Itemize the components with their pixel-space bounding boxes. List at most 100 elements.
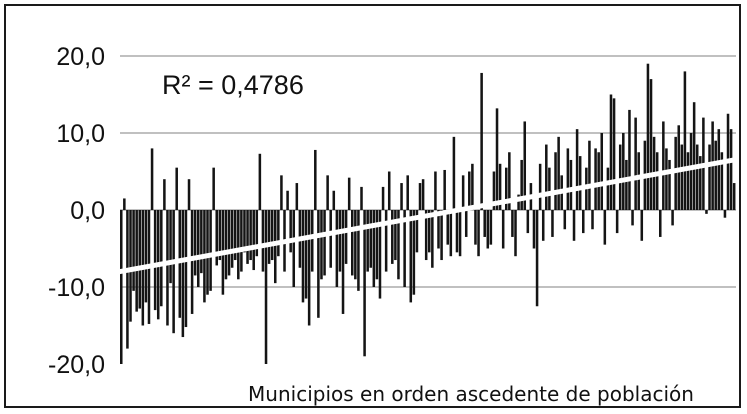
bar: [483, 210, 486, 237]
bar: [575, 129, 579, 210]
bar: [622, 133, 625, 210]
bar: [428, 210, 431, 253]
bar: [612, 98, 616, 210]
bar: [511, 210, 514, 237]
bar: [144, 210, 148, 303]
bar: [301, 210, 305, 303]
y-tick-label: 0,0: [70, 197, 105, 225]
bar: [514, 210, 517, 257]
y-tick-label: 10,0: [56, 120, 105, 148]
bar: [267, 210, 271, 264]
bar: [369, 210, 373, 268]
bar: [394, 210, 397, 261]
bar: [468, 171, 471, 210]
bar: [138, 210, 142, 309]
bar: [434, 171, 437, 210]
bar: [569, 159, 573, 210]
bar: [535, 210, 539, 307]
bar: [120, 210, 123, 364]
bar: [649, 79, 653, 210]
bar: [406, 175, 409, 210]
bar: [384, 210, 388, 272]
bar: [572, 210, 576, 241]
bar: [409, 210, 413, 303]
bar: [190, 210, 194, 314]
bar: [695, 144, 699, 210]
bar: [723, 210, 727, 218]
bar: [175, 167, 178, 210]
bar: [659, 210, 662, 237]
bar: [375, 210, 379, 280]
bar: [686, 152, 690, 210]
y-tick-label: -10,0: [48, 274, 105, 302]
bar: [323, 210, 326, 276]
bar: [646, 63, 650, 211]
bar: [606, 167, 610, 210]
bar: [347, 177, 351, 210]
bar: [243, 210, 246, 253]
bar: [609, 94, 613, 210]
bar: [618, 144, 622, 210]
bar: [508, 152, 511, 210]
bar: [523, 121, 527, 210]
bar: [233, 210, 237, 261]
bar: [304, 210, 308, 299]
bar: [129, 210, 132, 322]
bar: [412, 210, 416, 295]
bar: [591, 210, 594, 230]
bar: [197, 210, 200, 287]
bar: [172, 210, 175, 334]
r-squared-annotation: R² = 0,4786: [162, 70, 304, 100]
bar: [249, 210, 252, 261]
bar: [449, 210, 453, 257]
bar: [683, 71, 687, 211]
bar: [280, 175, 283, 210]
bar: [354, 210, 357, 280]
bar: [218, 210, 222, 261]
bar: [372, 210, 376, 287]
bar: [437, 210, 440, 249]
bar: [554, 152, 557, 210]
bar: [295, 183, 299, 210]
bar: [424, 210, 428, 261]
bar: [597, 152, 600, 210]
bar: [252, 210, 255, 271]
bar: [264, 210, 268, 364]
y-tick-label: 20,0: [56, 43, 105, 71]
bar: [532, 210, 536, 249]
bar: [440, 210, 443, 261]
bar: [341, 210, 345, 314]
bar: [363, 210, 366, 357]
bar: [310, 210, 314, 272]
bar: [391, 210, 394, 264]
bar: [246, 210, 249, 264]
bar: [717, 129, 721, 210]
bar: [289, 210, 292, 253]
bar: [625, 159, 628, 210]
bar: [387, 171, 391, 210]
bar: [600, 133, 604, 210]
bar: [538, 163, 542, 210]
bar: [452, 136, 456, 210]
bar: [335, 210, 339, 287]
bar: [631, 210, 634, 226]
bar: [418, 183, 422, 210]
bar: [160, 210, 163, 307]
bar: [163, 179, 166, 210]
bar: [578, 156, 582, 210]
bar: [292, 210, 296, 287]
bar: [381, 186, 385, 210]
bar: [378, 210, 382, 299]
bar: [464, 210, 468, 237]
bar: [566, 148, 570, 210]
bar: [699, 156, 702, 210]
bar: [705, 210, 708, 214]
bar: [153, 210, 157, 311]
bar: [615, 210, 619, 234]
bar: [169, 210, 172, 284]
bar: [477, 210, 480, 257]
bar: [732, 183, 736, 210]
bar: [258, 153, 262, 210]
bar: [628, 109, 631, 210]
